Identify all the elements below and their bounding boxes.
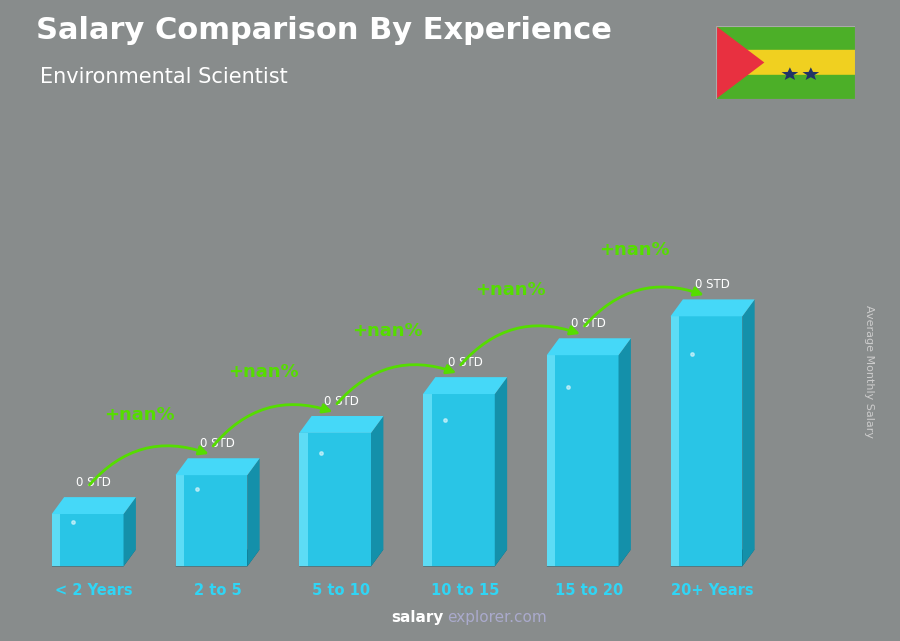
Text: explorer.com: explorer.com [447, 610, 547, 625]
FancyArrowPatch shape [337, 365, 454, 404]
Text: 0 STD: 0 STD [572, 317, 607, 330]
Polygon shape [123, 497, 136, 567]
Text: 15 to 20: 15 to 20 [554, 583, 623, 598]
Bar [716, 75, 855, 99]
Polygon shape [716, 26, 764, 99]
Text: 0 STD: 0 STD [695, 278, 730, 291]
Polygon shape [299, 433, 308, 567]
Polygon shape [781, 67, 798, 80]
Polygon shape [176, 475, 184, 567]
Polygon shape [432, 394, 495, 567]
Polygon shape [371, 416, 383, 567]
Polygon shape [60, 514, 123, 567]
FancyArrowPatch shape [89, 445, 206, 485]
Polygon shape [176, 549, 259, 567]
Polygon shape [547, 338, 631, 355]
Polygon shape [184, 475, 248, 567]
Polygon shape [495, 377, 508, 567]
Polygon shape [547, 549, 631, 567]
Text: 0 STD: 0 STD [76, 476, 112, 488]
Polygon shape [52, 514, 60, 567]
Text: 0 STD: 0 STD [324, 395, 359, 408]
Polygon shape [547, 355, 555, 567]
FancyArrowPatch shape [213, 404, 329, 446]
Polygon shape [299, 416, 383, 433]
Polygon shape [176, 458, 259, 475]
Polygon shape [423, 394, 432, 567]
Polygon shape [670, 549, 754, 567]
Polygon shape [670, 316, 680, 567]
Text: < 2 Years: < 2 Years [55, 583, 132, 598]
Text: Salary Comparison By Experience: Salary Comparison By Experience [36, 16, 612, 45]
Polygon shape [803, 67, 819, 80]
Text: 20+ Years: 20+ Years [671, 583, 754, 598]
Polygon shape [52, 497, 136, 514]
Bar [716, 26, 855, 50]
Text: +nan%: +nan% [352, 322, 422, 340]
Text: 2 to 5: 2 to 5 [194, 583, 241, 598]
Polygon shape [423, 377, 508, 394]
Polygon shape [618, 338, 631, 567]
Text: salary: salary [392, 610, 444, 625]
Polygon shape [299, 549, 383, 567]
Polygon shape [308, 433, 371, 567]
Text: 0 STD: 0 STD [447, 356, 482, 369]
FancyArrowPatch shape [461, 326, 577, 365]
Polygon shape [52, 549, 136, 567]
Text: 10 to 15: 10 to 15 [431, 583, 500, 598]
Polygon shape [555, 355, 618, 567]
Polygon shape [248, 458, 259, 567]
Polygon shape [742, 299, 754, 567]
Text: +nan%: +nan% [228, 363, 299, 381]
Polygon shape [423, 549, 508, 567]
FancyArrowPatch shape [584, 287, 701, 326]
Text: +nan%: +nan% [475, 281, 546, 299]
Polygon shape [680, 316, 742, 567]
Text: +nan%: +nan% [599, 241, 670, 259]
Text: 5 to 10: 5 to 10 [312, 583, 371, 598]
Text: 0 STD: 0 STD [200, 437, 235, 450]
Text: Average Monthly Salary: Average Monthly Salary [863, 305, 874, 438]
Bar [716, 50, 855, 75]
Text: +nan%: +nan% [104, 406, 175, 424]
Text: Environmental Scientist: Environmental Scientist [40, 67, 288, 87]
Polygon shape [670, 299, 754, 316]
